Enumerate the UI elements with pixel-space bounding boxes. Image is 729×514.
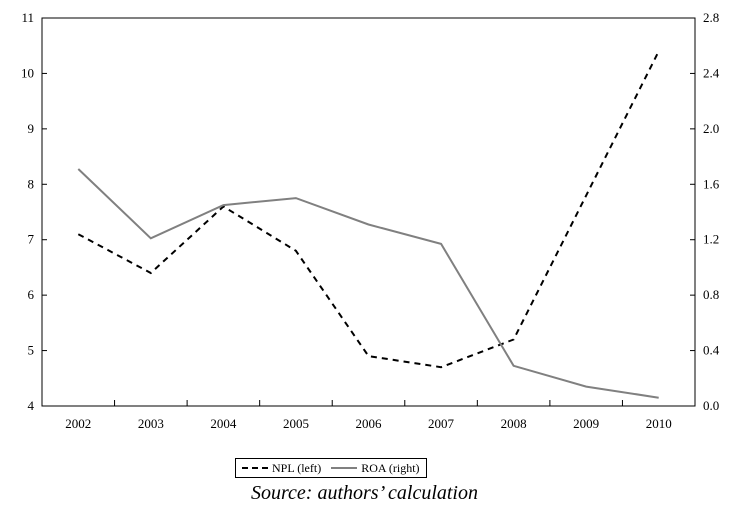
right-tick-label: 0.8 [703,287,719,302]
x-tick-label: 2007 [428,416,455,431]
series-layer [77,50,660,399]
x-tick-label: 2009 [573,416,599,431]
right-tick-label: 2.8 [703,10,719,25]
series-line-roa [77,168,659,399]
x-axis: 2002 2003 2004 2005 2006 2007 2008 2009 2010 [65,400,672,431]
x-tick-label: 2008 [501,416,527,431]
plot-frame [41,17,696,407]
right-tick-label: 0.4 [703,343,720,358]
x-tick-label: 2010 [646,416,672,431]
left-tick-label: 8 [28,176,35,191]
legend-swatch-npl [242,467,268,469]
left-tick-label: 5 [28,343,35,358]
plot-border [41,17,696,407]
legend: NPL (left) ROA (right) [235,458,427,478]
right-tick-label: 0.0 [703,398,719,413]
left-tick-label: 7 [28,232,35,247]
x-tick-label: 2002 [65,416,91,431]
right-tick-label: 2.4 [703,65,720,80]
source-caption: Source: authors’ calculation [250,482,478,504]
legend-item-npl: NPL (left) [242,461,321,476]
left-tick-label: 9 [28,121,35,136]
legend-label-npl: NPL (left) [272,460,322,475]
x-tick-label: 2005 [283,416,309,431]
right-tick-label: 1.6 [703,176,720,191]
left-y-axis: 4 5 6 7 8 9 10 11 [21,10,47,413]
right-tick-label: 2.0 [703,121,719,136]
x-tick-label: 2003 [138,416,164,431]
left-tick-label: 10 [21,65,34,80]
series-line-npl [77,50,660,369]
left-tick-label: 6 [28,287,35,302]
left-tick-label: 4 [28,398,35,413]
x-tick-label: 2004 [210,416,237,431]
right-tick-label: 1.2 [703,232,719,247]
left-tick-label: 11 [21,10,34,25]
legend-item-roa: ROA (right) [331,460,420,476]
x-tick-label: 2006 [356,416,383,431]
right-y-axis: 0.0 0.4 0.8 1.2 1.6 2.0 2.4 2.8 [690,10,720,413]
legend-swatch-roa [331,467,358,469]
legend-label-roa: ROA (right) [361,460,420,475]
